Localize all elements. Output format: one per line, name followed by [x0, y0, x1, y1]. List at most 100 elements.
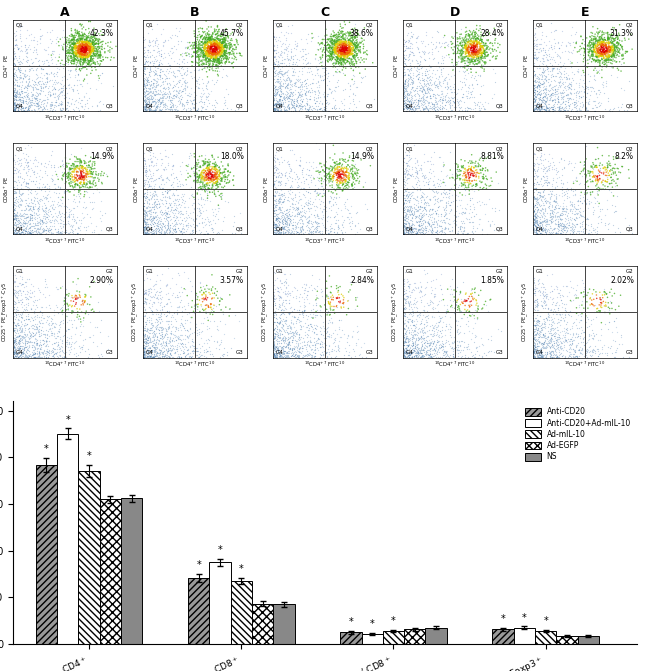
Point	[411, 104, 421, 115]
Point	[57, 301, 67, 312]
Point	[139, 344, 150, 354]
Text: G1: G1	[16, 269, 24, 274]
Point	[400, 222, 411, 233]
Point	[271, 213, 281, 223]
Point	[278, 308, 289, 319]
Point	[430, 191, 440, 202]
Point	[214, 58, 224, 69]
Point	[554, 66, 564, 76]
Point	[281, 229, 291, 240]
Point	[538, 321, 549, 332]
Point	[593, 89, 604, 100]
Point	[164, 348, 175, 359]
Point	[60, 297, 70, 307]
Point	[75, 160, 85, 170]
Point	[549, 71, 560, 82]
Point	[70, 176, 80, 187]
Point	[62, 334, 73, 345]
Point	[177, 215, 187, 226]
Point	[79, 47, 89, 58]
Point	[422, 298, 432, 309]
Point	[196, 44, 206, 55]
Point	[300, 48, 311, 59]
Point	[460, 38, 470, 49]
Point	[211, 176, 221, 187]
Point	[213, 54, 224, 64]
Point	[44, 99, 55, 109]
Point	[404, 195, 414, 206]
Point	[192, 229, 202, 240]
Point	[155, 344, 166, 355]
Point	[94, 41, 104, 52]
Point	[174, 74, 184, 85]
Point	[278, 227, 289, 238]
Point	[410, 301, 420, 312]
Point	[88, 163, 98, 174]
Point	[407, 180, 417, 191]
Point	[142, 214, 152, 225]
Point	[12, 319, 23, 329]
Point	[274, 102, 285, 113]
Point	[209, 38, 220, 49]
Point	[277, 222, 287, 233]
Point	[530, 198, 541, 209]
Point	[13, 56, 23, 67]
Point	[419, 106, 430, 117]
Point	[347, 32, 358, 42]
Point	[398, 152, 409, 163]
Point	[557, 209, 567, 220]
Point	[21, 347, 31, 358]
Point	[469, 46, 479, 57]
Point	[424, 78, 435, 89]
Point	[399, 348, 410, 358]
Point	[467, 40, 477, 51]
Point	[16, 160, 27, 170]
Point	[156, 79, 166, 90]
Point	[465, 164, 476, 174]
Point	[203, 42, 214, 53]
Point	[8, 99, 19, 109]
Point	[346, 54, 357, 65]
Point	[340, 51, 350, 62]
Point	[71, 44, 81, 55]
Point	[16, 214, 26, 225]
Point	[19, 153, 29, 164]
Point	[154, 58, 164, 69]
Point	[582, 311, 592, 322]
Point	[276, 87, 287, 97]
Point	[181, 63, 192, 74]
Point	[350, 89, 360, 100]
Point	[14, 331, 25, 342]
Point	[215, 34, 226, 45]
Point	[34, 218, 45, 229]
Point	[9, 227, 20, 238]
Point	[469, 44, 479, 54]
Point	[576, 85, 586, 96]
Point	[272, 213, 283, 223]
Point	[203, 184, 214, 195]
Point	[283, 91, 294, 101]
Point	[309, 282, 319, 293]
Point	[440, 42, 450, 53]
Point	[330, 351, 341, 362]
Point	[531, 216, 541, 227]
Point	[408, 85, 419, 96]
Point	[138, 328, 148, 339]
Point	[297, 342, 307, 353]
Point	[441, 321, 451, 331]
Point	[346, 351, 356, 362]
Point	[18, 215, 28, 225]
Point	[535, 99, 545, 110]
Point	[30, 77, 40, 88]
Point	[411, 83, 422, 93]
Point	[415, 106, 426, 117]
Point	[88, 47, 99, 58]
Point	[73, 53, 83, 64]
Point	[138, 330, 148, 341]
Point	[72, 176, 82, 187]
Point	[283, 328, 294, 339]
Point	[417, 170, 427, 181]
Point	[157, 269, 168, 280]
Point	[337, 185, 348, 196]
Point	[599, 57, 610, 68]
